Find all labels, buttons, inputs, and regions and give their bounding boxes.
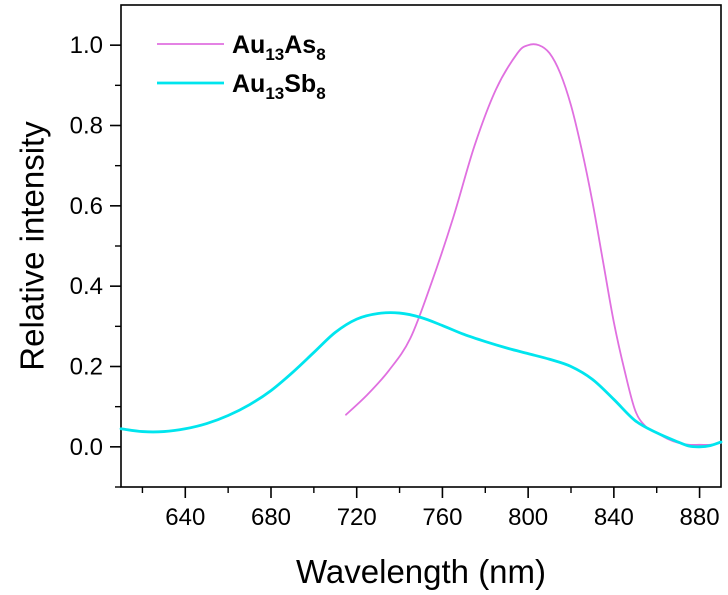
plot-border bbox=[120, 4, 722, 488]
legend: Au13As8 Au13Sb8 bbox=[157, 31, 326, 103]
x-tick-label: 640 bbox=[165, 504, 205, 531]
y-axis-label: Relative intensity bbox=[14, 121, 51, 371]
x-tick-label: 720 bbox=[337, 504, 377, 531]
series-line-au13sb8 bbox=[119, 311, 723, 449]
y-tick-label: 0.8 bbox=[70, 113, 103, 140]
x-tick-label: 840 bbox=[594, 504, 634, 531]
y-tick-label: 0.6 bbox=[70, 193, 103, 220]
tick-marks bbox=[110, 44, 701, 498]
x-tick-label: 800 bbox=[508, 504, 548, 531]
y-tick-label: 0.2 bbox=[70, 354, 103, 381]
legend-entry: Au13Sb8 bbox=[232, 70, 326, 103]
y-tick-label: 0.0 bbox=[70, 434, 103, 461]
y-tick-label: 0.4 bbox=[70, 273, 103, 300]
x-axis-label: Wavelength (nm) bbox=[296, 553, 546, 590]
tick-labels: 640 680 720 760 800 840 880 0.0 0.2 0.4 0.6 0.8 1.0 bbox=[70, 32, 720, 531]
series-layer bbox=[119, 43, 723, 449]
x-tick-label: 760 bbox=[422, 504, 462, 531]
x-tick-label: 680 bbox=[251, 504, 291, 531]
y-tick-label: 1.0 bbox=[70, 32, 103, 59]
plot-frame bbox=[120, 4, 722, 488]
x-tick-label: 880 bbox=[680, 504, 720, 531]
series-line-au13as8 bbox=[345, 43, 722, 446]
legend-entry: Au13As8 bbox=[232, 31, 326, 64]
